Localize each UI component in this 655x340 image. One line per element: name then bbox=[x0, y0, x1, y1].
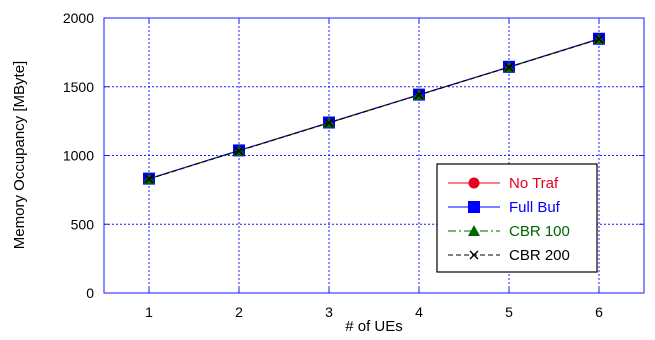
legend-label: CBR 200 bbox=[509, 247, 570, 264]
y-tick-label: 1500 bbox=[63, 79, 94, 95]
x-tick-label: 1 bbox=[145, 304, 153, 320]
legend: No Traf Full Buf CBR 100 CBR 200 bbox=[437, 164, 597, 272]
x-tick-label: 5 bbox=[505, 304, 513, 320]
series-group bbox=[143, 33, 605, 185]
legend-label: Full Buf bbox=[509, 199, 561, 216]
x-tick-label: 2 bbox=[235, 304, 243, 320]
y-axis-label: Memory Occupancy [MByte] bbox=[11, 61, 28, 249]
y-tick-label: 0 bbox=[86, 285, 94, 301]
legend-label: CBR 100 bbox=[509, 223, 570, 240]
x-tick-label: 3 bbox=[325, 304, 333, 320]
y-tick-label: 1000 bbox=[63, 148, 94, 164]
legend-marker bbox=[469, 178, 480, 189]
y-tick-label: 500 bbox=[71, 216, 95, 232]
x-tick-label: 4 bbox=[415, 304, 423, 320]
x-tick-label: 6 bbox=[595, 304, 603, 320]
legend-label: No Traf bbox=[509, 175, 559, 192]
x-axis-label: # of UEs bbox=[345, 318, 403, 335]
y-tick-label: 2000 bbox=[63, 10, 94, 26]
legend-marker bbox=[468, 201, 480, 213]
series-cbr-200 bbox=[145, 35, 603, 183]
